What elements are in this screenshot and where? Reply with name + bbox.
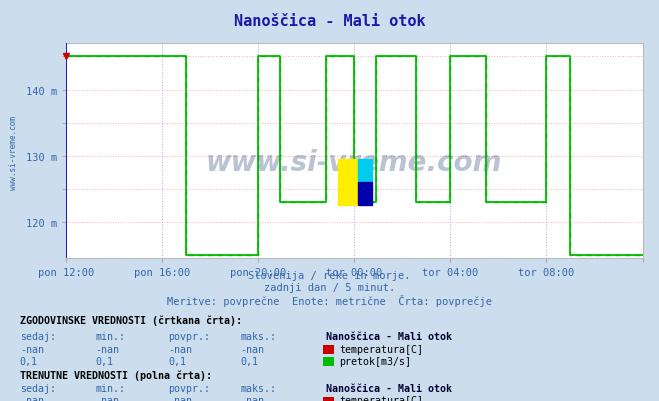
Text: temperatura[C]: temperatura[C] bbox=[339, 344, 423, 354]
Text: zadnji dan / 5 minut.: zadnji dan / 5 minut. bbox=[264, 283, 395, 293]
Text: Meritve: povprečne  Enote: metrične  Črta: povprečje: Meritve: povprečne Enote: metrične Črta:… bbox=[167, 295, 492, 307]
Text: -nan: -nan bbox=[168, 395, 192, 401]
Text: www.si-vreme.com: www.si-vreme.com bbox=[206, 148, 502, 176]
Text: -nan: -nan bbox=[20, 395, 43, 401]
Text: 0,1: 0,1 bbox=[241, 356, 258, 366]
Text: min.:: min.: bbox=[96, 331, 126, 341]
Text: Nanoščica - Mali otok: Nanoščica - Mali otok bbox=[326, 331, 452, 341]
Text: -nan: -nan bbox=[168, 344, 192, 354]
Bar bbox=[338, 160, 358, 206]
Text: www.si-vreme.com: www.si-vreme.com bbox=[9, 115, 18, 189]
Text: min.:: min.: bbox=[96, 383, 126, 393]
Text: -nan: -nan bbox=[20, 344, 43, 354]
Text: temperatura[C]: temperatura[C] bbox=[339, 395, 423, 401]
Text: ZGODOVINSKE VREDNOSTI (črtkana črta):: ZGODOVINSKE VREDNOSTI (črtkana črta): bbox=[20, 315, 242, 325]
Text: sedaj:: sedaj: bbox=[20, 383, 56, 393]
Text: 0,1: 0,1 bbox=[168, 356, 186, 366]
Bar bbox=[358, 183, 372, 206]
Text: 0,1: 0,1 bbox=[96, 356, 113, 366]
Text: Nanoščica - Mali otok: Nanoščica - Mali otok bbox=[326, 383, 452, 393]
Bar bbox=[358, 160, 372, 183]
Text: sedaj:: sedaj: bbox=[20, 331, 56, 341]
Text: Slovenija / reke in morje.: Slovenija / reke in morje. bbox=[248, 271, 411, 281]
Text: -nan: -nan bbox=[241, 344, 264, 354]
Text: -nan: -nan bbox=[96, 395, 119, 401]
Text: Nanoščica - Mali otok: Nanoščica - Mali otok bbox=[234, 14, 425, 29]
Text: povpr.:: povpr.: bbox=[168, 383, 210, 393]
Text: 0,1: 0,1 bbox=[20, 356, 38, 366]
Text: -nan: -nan bbox=[241, 395, 264, 401]
Text: maks.:: maks.: bbox=[241, 383, 277, 393]
Text: pretok[m3/s]: pretok[m3/s] bbox=[339, 356, 411, 366]
Text: TRENUTNE VREDNOSTI (polna črta):: TRENUTNE VREDNOSTI (polna črta): bbox=[20, 370, 212, 380]
Text: -nan: -nan bbox=[96, 344, 119, 354]
Text: maks.:: maks.: bbox=[241, 331, 277, 341]
Text: povpr.:: povpr.: bbox=[168, 331, 210, 341]
